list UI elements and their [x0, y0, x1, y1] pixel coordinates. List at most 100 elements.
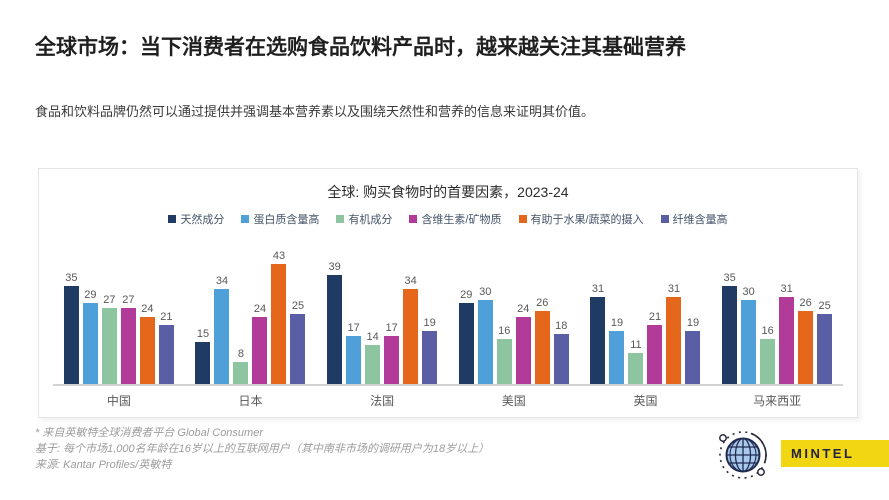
- bar-value-label: 18: [555, 319, 568, 332]
- bar-value-label: 26: [536, 297, 549, 310]
- bar-value-label: 34: [215, 274, 229, 287]
- bar-value-label: 35: [65, 272, 78, 284]
- bar-wrap: 27: [120, 294, 136, 384]
- bar-value-label: 29: [460, 288, 473, 301]
- bar-group: 29 30 16 24 26 18: [458, 286, 569, 384]
- globe-icon: [714, 427, 772, 483]
- bar-wrap: 31: [779, 283, 795, 384]
- bar-value-label: 14: [366, 330, 379, 343]
- bar-value-label: 24: [141, 302, 154, 315]
- bar-wrap: 21: [158, 311, 174, 384]
- bar-value-label: 15: [196, 328, 210, 340]
- x-axis-label: 日本: [238, 394, 263, 408]
- bar-value-label: 39: [328, 260, 341, 273]
- bar-wrap: 34: [214, 274, 230, 384]
- bar: [327, 274, 343, 384]
- legend-item: 有机成分: [336, 211, 392, 227]
- x-axis-label: 美国: [501, 394, 526, 408]
- bar: [647, 325, 663, 384]
- bar-value-label: 19: [610, 316, 624, 329]
- bar-wrap: 25: [290, 300, 306, 384]
- bar-group: 15 34 8 24 43 25: [195, 250, 306, 384]
- bar: [290, 314, 306, 384]
- bar: [741, 300, 757, 384]
- bar-wrap: 17: [346, 322, 362, 384]
- mintel-logo-text: MINTEL: [791, 446, 855, 461]
- bar: [365, 344, 381, 384]
- bar: [609, 330, 625, 384]
- bar: [722, 286, 738, 384]
- bar-wrap: 24: [252, 303, 268, 384]
- bar-value-label: 19: [686, 316, 700, 329]
- bar-wrap: 19: [609, 316, 625, 384]
- legend-label: 天然成分: [180, 214, 225, 226]
- mintel-logo: MINTEL: [781, 440, 889, 467]
- legend-label: 有助于水果/蔬菜的摄入: [530, 214, 644, 226]
- bar-value-label: 17: [347, 322, 360, 335]
- bar: [628, 353, 644, 384]
- bar-value-label: 21: [160, 311, 173, 324]
- bar-value-label: 17: [385, 322, 398, 335]
- bar: [817, 314, 833, 384]
- bar-value-label: 35: [723, 272, 736, 284]
- legend-item: 蛋白质含量高: [241, 211, 319, 227]
- legend-item: 有助于水果/蔬菜的摄入: [518, 211, 644, 227]
- plot-area: 35 29 27 27 24 21 15 34 8 24 43 25 39 17 14 17 34 19 29 30 1…: [53, 240, 843, 386]
- bar-wrap: 24: [515, 302, 531, 384]
- bar-wrap: 26: [798, 297, 814, 384]
- bar-wrap: 30: [741, 286, 757, 384]
- legend-swatch-icon: [336, 215, 345, 223]
- bar-value-label: 34: [404, 274, 417, 287]
- bar: [346, 336, 362, 384]
- bar-value-label: 24: [517, 302, 530, 315]
- bar: [685, 330, 701, 384]
- bar-value-label: 16: [498, 325, 511, 338]
- bar-wrap: 27: [101, 294, 117, 384]
- bar: [384, 336, 400, 384]
- footnotes: * 来自英敏特全球消费者平台 Global Consumer 基于: 每个市场1…: [35, 425, 489, 473]
- bar: [666, 297, 682, 384]
- legend-swatch-icon: [660, 215, 669, 223]
- legend-swatch-icon: [518, 215, 527, 223]
- bar-value-label: 31: [780, 283, 793, 296]
- bar-group: 35 30 16 31 26 25: [722, 272, 833, 384]
- bar: [233, 361, 249, 384]
- bar: [458, 302, 474, 384]
- bar: [779, 297, 795, 384]
- bar: [120, 308, 136, 384]
- bar: [590, 297, 606, 384]
- bar: [139, 316, 155, 384]
- legend-label: 纤维含量高: [672, 214, 728, 226]
- footnote-base: 基于: 每个市场1,000名年龄在16岁以上的互联网用户（其中南非市场的调研用户…: [35, 443, 490, 455]
- bar-value-label: 8: [237, 347, 245, 360]
- legend-item: 含维生素/矿物质: [409, 211, 502, 227]
- x-axis-label: 英国: [633, 394, 658, 408]
- chart-title: 全球: 购买食物时的首要因素，2023-24: [327, 184, 569, 200]
- bar-wrap: 11: [628, 339, 644, 384]
- chart-card: 全球: 购买食物时的首要因素，2023-24 天然成分 蛋白质含量高 有机成分 含维生…: [38, 168, 858, 418]
- bar-wrap: 26: [534, 297, 550, 384]
- bar-wrap: 30: [477, 286, 493, 384]
- footnote-source-platform: * 来自英敏特全球消费者平台 Global Consumer: [35, 427, 263, 439]
- bar-wrap: 35: [63, 272, 79, 384]
- legend-label: 蛋白质含量高: [253, 214, 320, 226]
- legend-swatch-icon: [241, 215, 250, 223]
- bar: [252, 316, 268, 384]
- bar-wrap: 17: [384, 322, 400, 384]
- bar-wrap: 19: [422, 317, 438, 384]
- bar-value-label: 31: [591, 283, 605, 296]
- legend-label: 含维生素/矿物质: [421, 214, 502, 226]
- bar-wrap: 8: [233, 347, 249, 384]
- bar-wrap: 19: [685, 316, 701, 384]
- bar-value-label: 21: [648, 311, 662, 324]
- bar: [496, 339, 512, 384]
- bar-wrap: 15: [195, 328, 211, 384]
- bar-wrap: 21: [647, 311, 663, 384]
- bar: [214, 288, 230, 384]
- bar: [553, 333, 569, 384]
- bar: [515, 316, 531, 384]
- bar-group: 31 19 11 21 31 19: [590, 283, 701, 384]
- bar-value-label: 31: [667, 283, 681, 296]
- bar-group: 35 29 27 27 24 21: [63, 272, 174, 384]
